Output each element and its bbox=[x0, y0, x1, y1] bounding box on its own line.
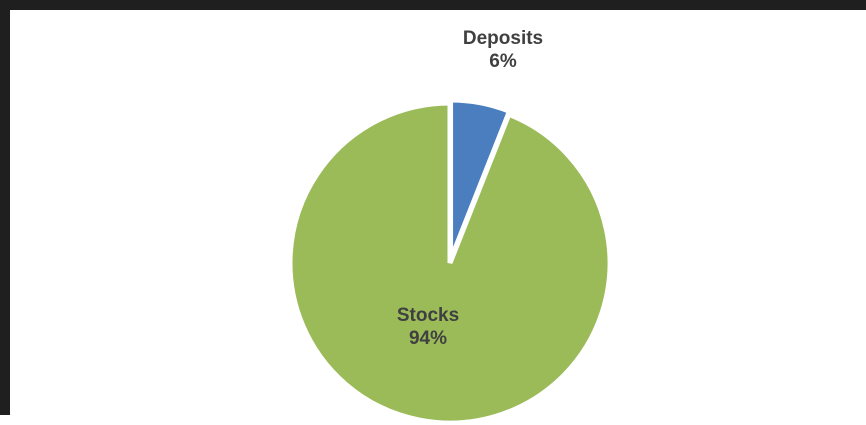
slice-value-stocks: 94% bbox=[409, 328, 447, 349]
slice-value-deposits: 6% bbox=[489, 51, 517, 72]
pie-slice-stocks bbox=[287, 100, 613, 425]
slices-layer bbox=[287, 97, 613, 425]
slice-label-deposits: Deposits bbox=[463, 28, 543, 49]
slice-label-stocks: Stocks bbox=[397, 305, 459, 326]
